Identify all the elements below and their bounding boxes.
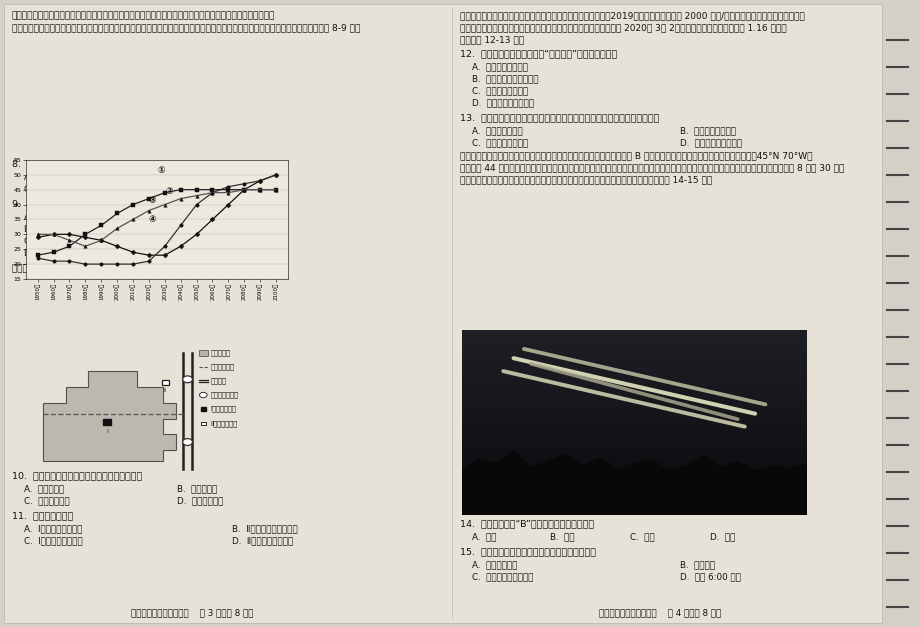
Text: A.  日出方位不变: A. 日出方位不变 <box>471 560 517 569</box>
Text: C.  ③——中国: C. ③——中国 <box>24 184 74 193</box>
Text: D.  口罩生产技术门槛高: D. 口罩生产技术门槛高 <box>679 138 742 147</box>
Text: 城市建成区: 城市建成区 <box>210 349 231 356</box>
Bar <box>200 408 206 411</box>
Text: C.  建筑物正午日影变短: C. 建筑物正午日影变短 <box>471 572 533 581</box>
Text: 一半在年龄中位数以上，一半在年龄中位数以下。下图是中国、美国、日本、印度四国的人口年龄中位数变化图（含预测），据此完成 8-9 题。: 一半在年龄中位数以上，一半在年龄中位数以下。下图是中国、美国、日本、印度四国的人… <box>12 23 360 32</box>
Text: ①: ① <box>158 166 165 175</box>
Text: 10.  导致图示两市场分布差异的主要影响因素是: 10. 导致图示两市场分布差异的主要影响因素是 <box>12 471 142 480</box>
Text: 汽车、石化、家电等行业龙头企业相继转产生口罩，据相关国家已于 2020年 3月 2日统计，全国口罩日产量达到 1.16 亿只。: 汽车、石化、家电等行业龙头企业相继转产生口罩，据相关国家已于 2020年 3月 … <box>460 23 786 32</box>
Text: 15.  日行轨迹从最高位到最低位移动过程中，当地: 15. 日行轨迹从最高位到最低位移动过程中，当地 <box>460 547 596 556</box>
Text: B.  市场从医用扩大到民用: B. 市场从医用扩大到民用 <box>471 74 538 83</box>
Circle shape <box>183 439 192 445</box>
Text: B.  ②——印度: B. ②——印度 <box>176 172 227 181</box>
Text: II: II <box>164 388 167 393</box>
Text: 12.  疫情爆发以来，全球出现“一罩难求”的最主要原因是: 12. 疫情爆发以来，全球出现“一罩难求”的最主要原因是 <box>460 49 617 58</box>
Text: A.  劳动力丰富廉价: A. 劳动力丰富廉价 <box>471 126 522 135</box>
Text: ④: ④ <box>148 215 155 224</box>
Text: 「年龄中位数」是将全体人口按照年龄大小顺序排列，处于中间位置的那个年龄。年龄中位数将人口分为两半，: 「年龄中位数」是将全体人口按照年龄大小顺序排列，处于中间位置的那个年龄。年龄中位… <box>12 11 275 20</box>
Bar <box>199 350 208 356</box>
Text: 据此完成 12-13 题。: 据此完成 12-13 题。 <box>460 35 524 44</box>
Text: A.  全球物流运输不畅: A. 全球物流运输不畅 <box>471 62 528 71</box>
Polygon shape <box>43 371 176 461</box>
Text: 城市快速公路: 城市快速公路 <box>210 364 234 370</box>
Text: C.  市场与劳动力: C. 市场与劳动力 <box>24 496 70 505</box>
Text: A.  ①——日本: A. ①——日本 <box>24 172 74 181</box>
Text: 新冠肺炎疫情爆发以来，口罩成了全球最筅手的防护物资之一。2019年我国口罩产能约为 2000 万只/天，占全球规模近一半。随着我国: 新冠肺炎疫情爆发以来，口罩成了全球最筅手的防护物资之一。2019年我国口罩产能约… <box>460 11 804 20</box>
Text: A.  医疗水平的提高: A. 医疗水平的提高 <box>24 212 74 221</box>
Bar <box>103 419 111 425</box>
Text: 下图为某城市用地平面示意图，读图完成 10-11 题。: 下图为某城市用地平面示意图，读图完成 10-11 题。 <box>12 263 148 272</box>
Text: A.  春分: A. 春分 <box>471 532 496 541</box>
Polygon shape <box>461 482 806 515</box>
Text: 拍摄一张，由此制作的照片展示了那三天的太阳路径分布（下图）。结合相关知识，完成 14-15 题。: 拍摄一张，由此制作的照片展示了那三天的太阳路径分布（下图）。结合相关知识，完成 … <box>460 175 711 184</box>
Text: D.  Ⅱ市场可能逐渐衰落: D. Ⅱ市场可能逐渐衰落 <box>232 536 293 545</box>
Text: D.  总是 6:00 日出: D. 总是 6:00 日出 <box>679 572 740 581</box>
Text: B.  交通与市场: B. 交通与市场 <box>176 484 217 493</box>
Text: D.  人口老龄化程度加重: D. 人口老龄化程度加重 <box>24 248 86 257</box>
Text: B.  歼长变长: B. 歼长变长 <box>679 560 714 569</box>
Text: ②: ② <box>165 187 173 196</box>
Text: B.  青年年人口的大量流出: B. 青年年人口的大量流出 <box>24 224 91 233</box>
Text: D.  劳动力与政策: D. 劳动力与政策 <box>176 496 223 505</box>
Text: B.  Ⅱ市场利润将会扩大，: B. Ⅱ市场利润将会扩大， <box>232 524 298 533</box>
Text: 如果在一年当中某天在同一时间、同一地点记录太阳的位置，就能制作出 B 字形日行轨迹图。下图拍摄于某地区新年基地（45°N 70°W）: 如果在一年当中某天在同一时间、同一地点记录太阳的位置，就能制作出 B 字形日行轨… <box>460 151 811 160</box>
Text: 9.  2020年以后，③国人口中位数迅速超过②国，最主要的原因是③国: 9. 2020年以后，③国人口中位数迅速超过②国，最主要的原因是③国 <box>12 199 214 208</box>
Text: Ⅰ大型零售市场: Ⅰ大型零售市场 <box>210 406 236 413</box>
Text: 高速公路出入口: 高速公路出入口 <box>210 392 239 398</box>
Bar <box>162 380 169 385</box>
Text: C.  工业产业锹整完备: C. 工业产业锹整完备 <box>471 138 528 147</box>
Text: 上空，由 44 张太阳光乱和一张层底片组成，全部是用同一相机在同一地点拍摄，在夏近丹、冬至春分拍摄，每天从日出时分开始，平均每 8 小时 30 分钟: 上空，由 44 张太阳光乱和一张层底片组成，全部是用同一相机在同一地点拍摄，在夏… <box>460 163 844 172</box>
Text: 8.  图中曲线对应国家正确的是: 8. 图中曲线对应国家正确的是 <box>12 159 96 168</box>
Bar <box>200 421 206 425</box>
Circle shape <box>199 393 207 398</box>
Text: D.  冬至: D. 冬至 <box>709 532 734 541</box>
Text: C.  口罩生产材料短缺: C. 口罩生产材料短缺 <box>471 86 528 95</box>
Text: 14.  当太阳运行到“B”字形轨迹最高位这一天是: 14. 当太阳运行到“B”字形轨迹最高位这一天是 <box>460 519 594 528</box>
Text: B.  夏至: B. 夏至 <box>550 532 574 541</box>
Text: 11.  随着电商的普及: 11. 随着电商的普及 <box>12 511 74 520</box>
Text: A.  Ⅰ市场规模将会扩大: A. Ⅰ市场规模将会扩大 <box>24 524 83 533</box>
FancyBboxPatch shape <box>4 4 881 623</box>
Text: D.  ④——美国: D. ④——美国 <box>176 184 228 193</box>
Circle shape <box>183 376 192 382</box>
Text: 高速公路: 高速公路 <box>210 377 227 384</box>
Text: 部分区期中练习高三地理    第 4 页（共 8 页）: 部分区期中练习高三地理 第 4 页（共 8 页） <box>598 608 720 617</box>
Text: B.  口罩生产原料丰富: B. 口罩生产原料丰富 <box>679 126 735 135</box>
Text: 13.  与欧美发达国家相比，我国众多企业能跨越边界进行口罩生产的原因是: 13. 与欧美发达国家相比，我国众多企业能跨越边界进行口罩生产的原因是 <box>460 113 659 122</box>
Text: D.  各国民众戒心理抢购: D. 各国民众戒心理抢购 <box>471 98 534 107</box>
Text: I: I <box>107 429 108 434</box>
Text: C.  经济的发展水平高: C. 经济的发展水平高 <box>24 236 80 245</box>
Text: Ⅱ大型批发市场: Ⅱ大型批发市场 <box>210 420 238 426</box>
Text: 部分区期中练习高三地理    第 3 页（共 8 页）: 部分区期中练习高三地理 第 3 页（共 8 页） <box>130 608 253 617</box>
Polygon shape <box>461 451 806 515</box>
Text: C.  Ⅰ市场将会逐渐消失: C. Ⅰ市场将会逐渐消失 <box>24 536 83 545</box>
Text: C.  秋分: C. 秋分 <box>630 532 654 541</box>
Text: ③: ③ <box>148 196 155 204</box>
Text: A.  交通与政策: A. 交通与政策 <box>24 484 64 493</box>
